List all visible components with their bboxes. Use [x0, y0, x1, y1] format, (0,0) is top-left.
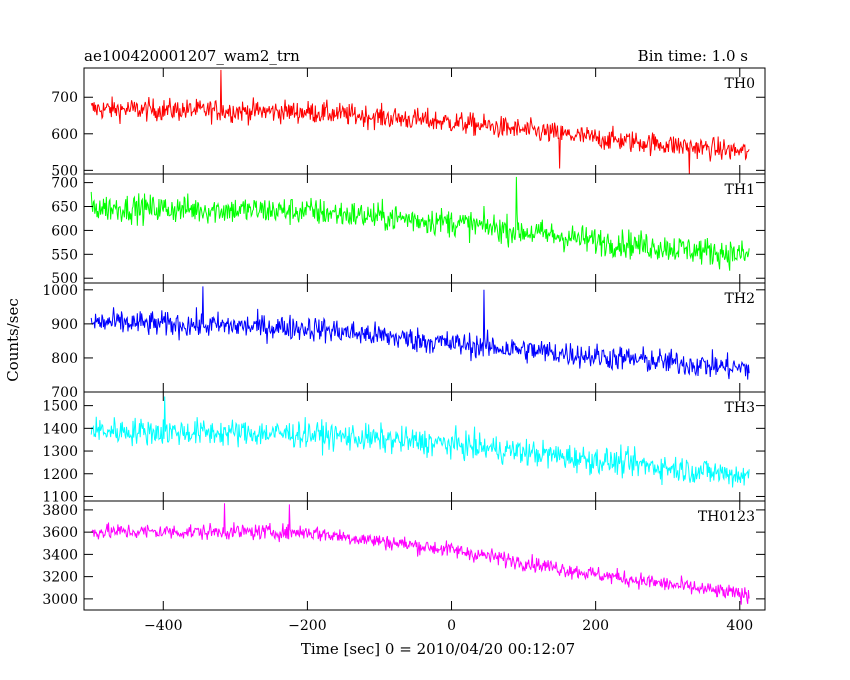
y-tick-label: 700 — [51, 176, 78, 192]
series-line-th2 — [90, 286, 750, 380]
x-tick-label: 400 — [726, 618, 753, 634]
y-tick-label: 600 — [51, 223, 78, 239]
x-tick-label: −400 — [144, 618, 182, 634]
y-tick-label: 900 — [51, 317, 78, 333]
y-tick-label: 3000 — [42, 592, 78, 608]
y-tick-label: 650 — [51, 200, 78, 216]
y-tick-label: 1500 — [42, 399, 78, 415]
y-tick-label: 1200 — [42, 467, 78, 483]
y-tick-label: 3200 — [42, 570, 78, 586]
panel-th0: 500 600 700 TH0 — [51, 67, 766, 179]
panel-th0123: 3000 3200 3400 3600 3800 TH0123 — [42, 500, 766, 611]
bin-time-label: Bin time: 1.0 s — [638, 47, 748, 65]
series-label-th2: TH2 — [725, 291, 755, 307]
x-tick-label: 0 — [447, 618, 456, 634]
series-label-th0123: TH0123 — [698, 509, 755, 525]
series-line-th3 — [90, 396, 750, 488]
series-label-th1: TH1 — [725, 182, 755, 198]
x-axis: −400 −200 0 200 400 — [144, 618, 753, 634]
panel-th2: 700 800 900 1000 TH2 — [42, 282, 766, 401]
series-label-th0: TH0 — [725, 76, 755, 92]
x-axis-label: Time [sec] 0 = 2010/04/20 00:12:07 — [301, 640, 575, 658]
chart-title: ae100420001207_wam2_trn — [84, 47, 300, 65]
series-label-th3: TH3 — [725, 400, 755, 416]
panels: 500 600 700 TH0 500 550 600 650 700 TH1 700 800 900 1… — [42, 67, 766, 611]
series-line-th0 — [90, 69, 750, 174]
y-tick-label: 1000 — [42, 283, 78, 299]
y-tick-label: 3400 — [42, 547, 78, 563]
series-line-th0123 — [91, 503, 750, 605]
y-tick-label: 1300 — [42, 444, 78, 460]
y-tick-label: 500 — [51, 271, 78, 287]
panel-frame — [83, 67, 766, 175]
panel-frame — [83, 500, 766, 611]
series-line-th1 — [90, 176, 750, 271]
y-axis-label: Counts/sec — [4, 298, 22, 382]
y-tick-label: 3800 — [42, 503, 78, 519]
y-tick-label: 1400 — [42, 421, 78, 437]
x-tick-label: −200 — [288, 618, 326, 634]
y-tick-label: 700 — [51, 385, 78, 401]
y-tick-label: 800 — [51, 351, 78, 367]
panel-th1: 500 550 600 650 700 TH1 — [51, 173, 766, 287]
x-tick-label: 200 — [582, 618, 609, 634]
y-tick-label: 3600 — [42, 525, 78, 541]
panel-frame — [83, 173, 766, 284]
y-tick-label: 550 — [51, 247, 78, 263]
y-tick-label: 600 — [51, 127, 78, 143]
y-tick-label: 500 — [51, 163, 78, 179]
y-tick-label: 700 — [51, 90, 78, 106]
y-tick-label: 1100 — [42, 489, 78, 505]
panel-th3: 1100 1200 1300 1400 1500 TH3 — [42, 391, 766, 505]
